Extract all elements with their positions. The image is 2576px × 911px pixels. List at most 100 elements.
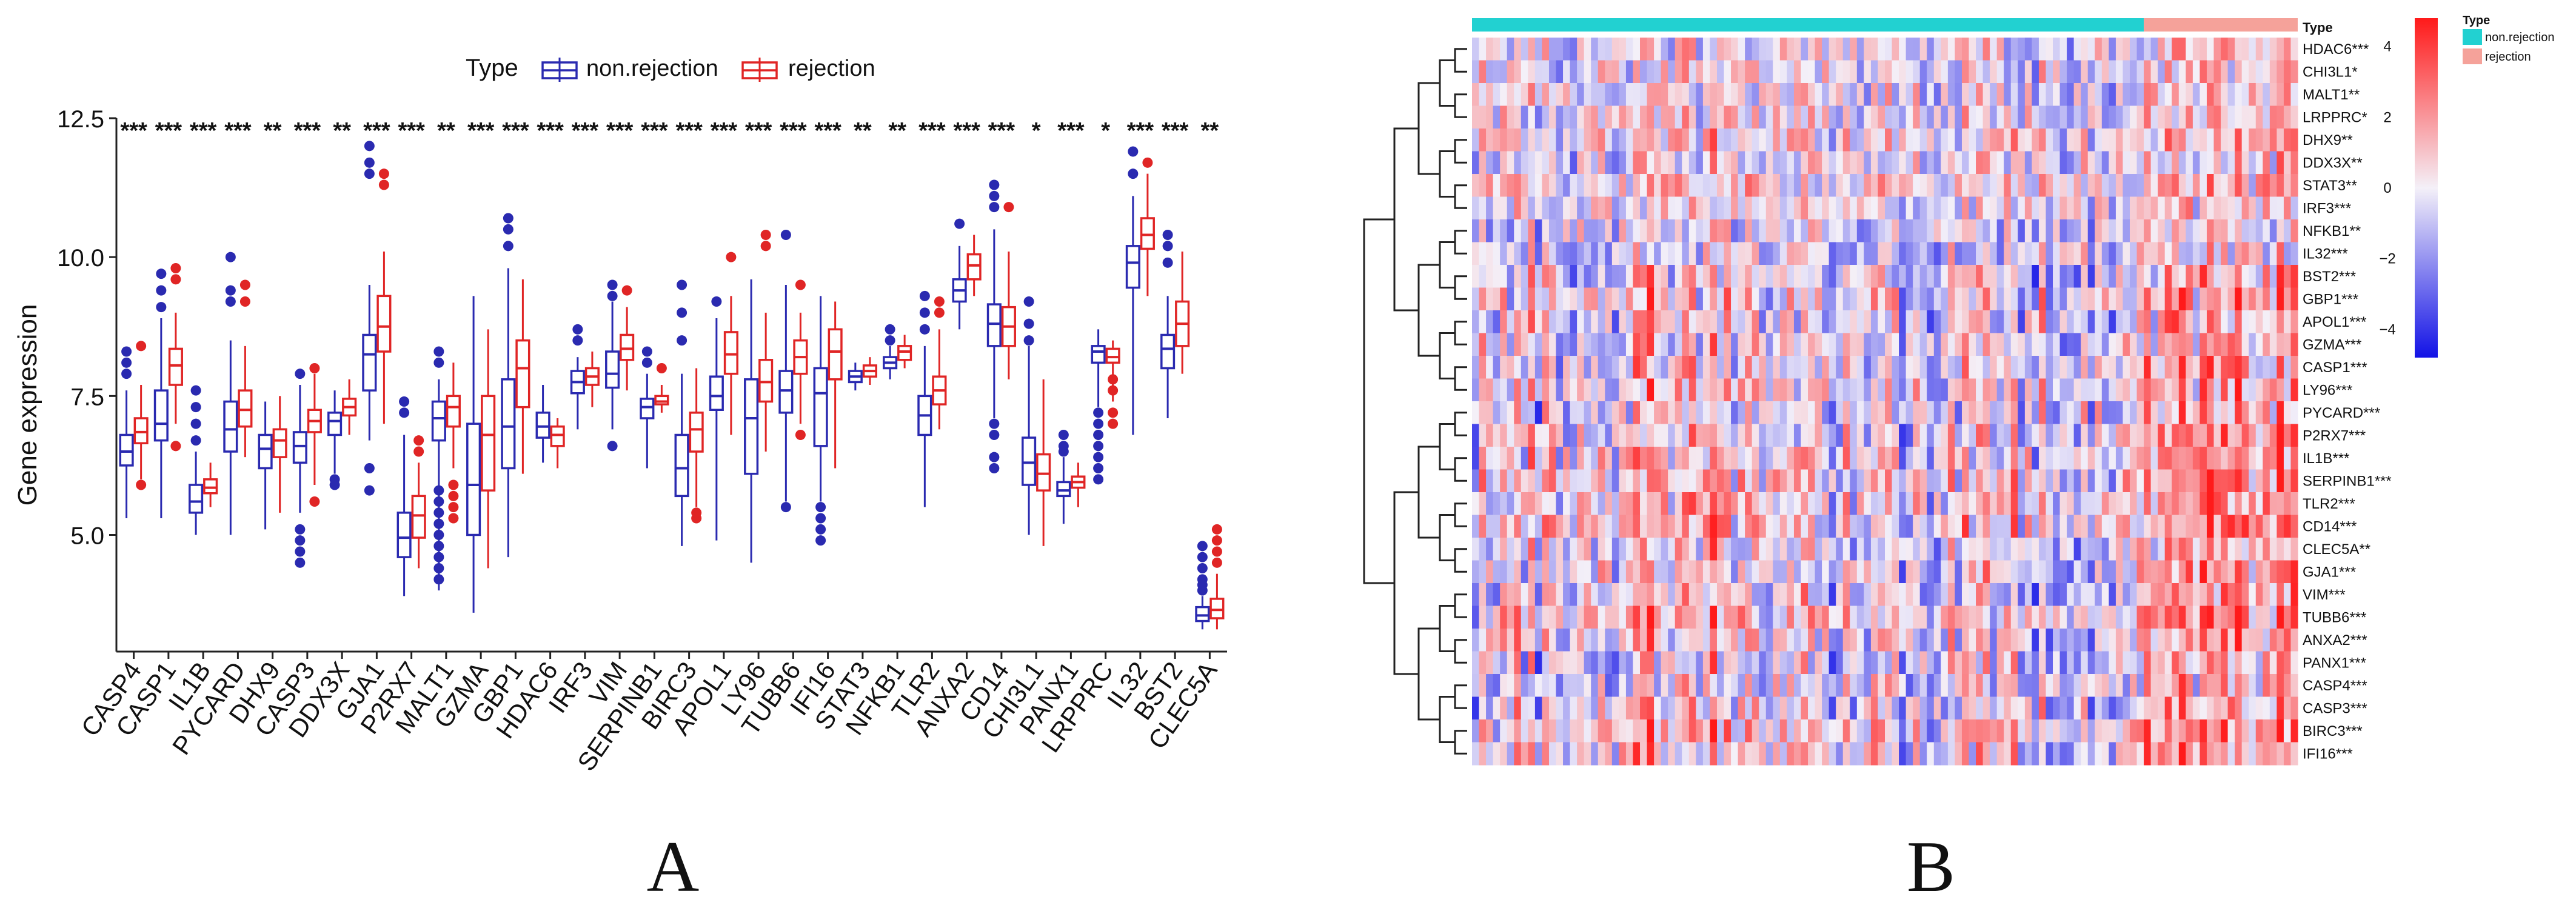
heatmap-cell bbox=[2172, 401, 2180, 425]
heatmap-cell bbox=[1836, 560, 1844, 584]
heatmap-cell bbox=[1640, 560, 1648, 584]
box-apol1-rejection bbox=[723, 252, 738, 435]
heatmap-cell bbox=[1793, 696, 1802, 720]
heatmap-cell bbox=[1905, 401, 1913, 425]
heatmap-cell bbox=[1990, 742, 1998, 766]
heatmap-cell bbox=[1982, 583, 1990, 607]
heatmap-cell bbox=[1899, 105, 1907, 129]
heatmap-cell bbox=[2200, 696, 2207, 720]
heatmap-cell bbox=[1947, 719, 1956, 743]
heatmap-cell bbox=[1570, 219, 1577, 243]
heatmap-cell bbox=[1933, 629, 1941, 652]
heatmap-cell bbox=[1822, 469, 1830, 493]
heatmap-cell bbox=[2087, 492, 2095, 516]
heatmap-cell bbox=[1864, 447, 1872, 470]
heatmap-cell bbox=[1548, 629, 1557, 652]
heatmap-cell bbox=[2227, 105, 2235, 129]
heatmap-cell bbox=[1864, 401, 1872, 425]
heatmap-cell bbox=[1514, 105, 1522, 129]
heatmap-cell bbox=[1759, 310, 1767, 334]
heatmap-cell bbox=[1486, 333, 1494, 356]
heatmap-cell bbox=[1688, 356, 1696, 379]
heatmap-cell bbox=[1724, 333, 1731, 356]
heatmap-legend-label-rejection: rejection bbox=[2485, 50, 2531, 64]
heatmap-cell bbox=[1668, 401, 1676, 425]
heatmap-cell bbox=[2241, 83, 2249, 107]
heatmap-cell bbox=[1688, 174, 1696, 198]
heatmap-cell bbox=[2186, 424, 2193, 447]
heatmap-cell bbox=[1976, 287, 1984, 311]
heatmap-cell bbox=[2038, 196, 2047, 220]
heatmap-cell bbox=[2144, 401, 2152, 425]
heatmap-cell bbox=[1969, 401, 1976, 425]
heatmap-row bbox=[1472, 447, 2298, 470]
heatmap-cell bbox=[1521, 492, 1528, 516]
heatmap-cell bbox=[1751, 83, 1759, 107]
heatmap-cell bbox=[2263, 378, 2270, 402]
heatmap-cell bbox=[1801, 174, 1808, 198]
heatmap-cell bbox=[1765, 742, 1773, 766]
heatmap-cell bbox=[1745, 515, 1753, 538]
heatmap-legend-label-non-rejection: non.rejection bbox=[2485, 31, 2555, 44]
heatmap-cell bbox=[2241, 196, 2249, 220]
heatmap-cell bbox=[2255, 696, 2263, 720]
heatmap-cell bbox=[1864, 651, 1872, 675]
box-serpinb1-non-rejection bbox=[640, 346, 655, 469]
heatmap-cell bbox=[1836, 265, 1844, 289]
heatmap-cell bbox=[1597, 128, 1605, 152]
heatmap-cell bbox=[1584, 128, 1591, 152]
heatmap-cell bbox=[1801, 128, 1808, 152]
heatmap-cell bbox=[1919, 356, 1927, 379]
outlier-point bbox=[190, 385, 201, 396]
heatmap-row-label: APOL1*** bbox=[2303, 314, 2366, 330]
outlier-point bbox=[691, 507, 702, 518]
heatmap-cell bbox=[2213, 242, 2221, 265]
heatmap-cell bbox=[2115, 629, 2124, 652]
heatmap-cell bbox=[2115, 560, 2124, 584]
heatmap-cell bbox=[1982, 719, 1990, 743]
heatmap-cell bbox=[2158, 60, 2166, 84]
heatmap-cell bbox=[2235, 492, 2243, 516]
heatmap-cell bbox=[1976, 742, 1984, 766]
heatmap-cell bbox=[1793, 378, 1802, 402]
heatmap-cell bbox=[1605, 128, 1613, 152]
heatmap-cell bbox=[1892, 674, 1899, 698]
heatmap-cell bbox=[2249, 151, 2257, 175]
heatmap-cell bbox=[1577, 242, 1585, 265]
heatmap-cell bbox=[1745, 105, 1753, 129]
heatmap-cell bbox=[2087, 696, 2095, 720]
heatmap-cell bbox=[2186, 742, 2193, 766]
heatmap-cell bbox=[1472, 538, 1480, 561]
heatmap-cell bbox=[2178, 719, 2186, 743]
heatmap-cell bbox=[2032, 356, 2039, 379]
heatmap-cell bbox=[1751, 606, 1759, 629]
heatmap-cell bbox=[1745, 219, 1753, 243]
heatmap-cell bbox=[2095, 128, 2103, 152]
heatmap-cell bbox=[1808, 538, 1816, 561]
heatmap-cell bbox=[1521, 105, 1528, 129]
heatmap-cell bbox=[1682, 174, 1690, 198]
heatmap-cell bbox=[1619, 606, 1627, 629]
heatmap-cell bbox=[2269, 151, 2277, 175]
heatmap-cell bbox=[2038, 83, 2047, 107]
heatmap-cell bbox=[2053, 310, 2061, 334]
heatmap-cell bbox=[1696, 674, 1704, 698]
heatmap-cell bbox=[1738, 83, 1745, 107]
heatmap-cell bbox=[1990, 128, 1998, 152]
heatmap-cell bbox=[1591, 38, 1599, 61]
heatmap-cell bbox=[1521, 674, 1528, 698]
heatmap-cell bbox=[1493, 742, 1500, 766]
heatmap-cell bbox=[2010, 242, 2018, 265]
heatmap-cell bbox=[2172, 560, 2180, 584]
heatmap-cell bbox=[2109, 629, 2116, 652]
heatmap-cell bbox=[1710, 60, 1718, 84]
heatmap-cell bbox=[2283, 492, 2292, 516]
box-irf3-non-rejection bbox=[570, 324, 585, 430]
heatmap-cell bbox=[1976, 469, 1984, 493]
heatmap-cell bbox=[1563, 560, 1571, 584]
heatmap-cell bbox=[1486, 287, 1494, 311]
heatmap-cell bbox=[1625, 60, 1634, 84]
heatmap-cell bbox=[2115, 674, 2124, 698]
heatmap-cell bbox=[2129, 515, 2138, 538]
heatmap-cell bbox=[1514, 651, 1522, 675]
